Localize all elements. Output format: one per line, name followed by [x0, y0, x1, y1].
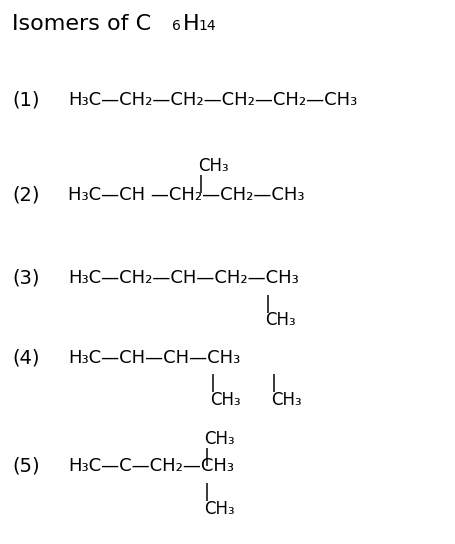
Text: CH₃: CH₃ [270, 391, 301, 409]
Text: H: H [182, 14, 199, 34]
Text: CH₃: CH₃ [203, 500, 234, 518]
Text: (3): (3) [12, 269, 40, 287]
Text: H₃C—CH₂—CH—CH₂—CH₃: H₃C—CH₂—CH—CH₂—CH₃ [68, 269, 298, 287]
Text: (2): (2) [12, 186, 40, 205]
Text: CH₃: CH₃ [210, 391, 240, 409]
Text: CH₃: CH₃ [264, 311, 295, 329]
Text: H₃C—CH—CH—CH₃: H₃C—CH—CH—CH₃ [68, 349, 240, 367]
Text: (1): (1) [12, 90, 40, 109]
Text: (5): (5) [12, 456, 40, 475]
Text: H₃C—CH₂—CH₂—CH₂—CH₂—CH₃: H₃C—CH₂—CH₂—CH₂—CH₂—CH₃ [68, 91, 356, 109]
Text: |: | [270, 374, 276, 392]
Text: |: | [210, 374, 216, 392]
Text: |: | [264, 295, 270, 313]
Text: Isomers of C: Isomers of C [12, 14, 151, 34]
Text: 6: 6 [172, 19, 181, 33]
Text: |: | [203, 448, 210, 466]
Text: CH₃: CH₃ [197, 157, 228, 175]
Text: (4): (4) [12, 349, 40, 368]
Text: H₃C—C—CH₂—CH₃: H₃C—C—CH₂—CH₃ [68, 457, 233, 475]
Text: CH₃: CH₃ [203, 430, 234, 448]
Text: |: | [197, 175, 203, 193]
Text: H₃C—CH —CH₂—CH₂—CH₃: H₃C—CH —CH₂—CH₂—CH₃ [68, 186, 304, 204]
Text: |: | [203, 483, 210, 501]
Text: 14: 14 [197, 19, 215, 33]
